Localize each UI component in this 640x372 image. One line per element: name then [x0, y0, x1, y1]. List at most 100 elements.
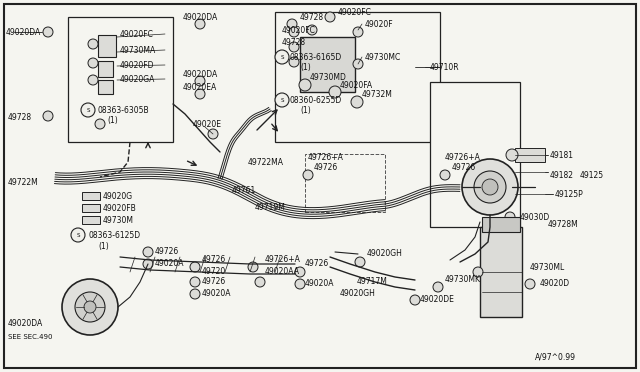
Circle shape	[329, 86, 341, 98]
Bar	[82, 204, 100, 212]
Text: 49719M: 49719M	[255, 202, 286, 212]
Circle shape	[190, 289, 200, 299]
Circle shape	[43, 27, 53, 37]
Bar	[305, 154, 385, 212]
Circle shape	[506, 149, 518, 161]
Text: 49020DA: 49020DA	[8, 320, 44, 328]
Circle shape	[75, 292, 105, 322]
Text: 49020DA: 49020DA	[183, 13, 218, 22]
Text: 49020DE: 49020DE	[420, 295, 455, 305]
Text: 08360-6255D: 08360-6255D	[290, 96, 342, 105]
Text: 49730MK: 49730MK	[445, 275, 481, 283]
Bar	[430, 82, 520, 227]
Circle shape	[190, 277, 200, 287]
Text: S: S	[280, 97, 284, 103]
Bar	[82, 216, 100, 224]
Bar	[98, 61, 113, 77]
Circle shape	[353, 59, 363, 69]
Text: 49020GA: 49020GA	[120, 74, 156, 83]
Text: 49020EA: 49020EA	[183, 83, 217, 92]
Text: (1): (1)	[98, 241, 109, 250]
Text: 49726: 49726	[202, 278, 227, 286]
Circle shape	[289, 57, 299, 67]
Text: 49020AA: 49020AA	[265, 267, 300, 276]
Text: 08363-6305B: 08363-6305B	[97, 106, 148, 115]
Circle shape	[143, 259, 153, 269]
Circle shape	[143, 247, 153, 257]
Circle shape	[255, 277, 265, 287]
Circle shape	[71, 228, 85, 242]
Text: 49030D: 49030D	[520, 212, 550, 221]
Bar	[480, 227, 522, 317]
Text: A/97^0.99: A/97^0.99	[535, 353, 576, 362]
Text: 49726: 49726	[452, 163, 476, 171]
Bar	[68, 17, 173, 142]
Text: 49020FA: 49020FA	[340, 80, 373, 90]
Text: 49726+A: 49726+A	[445, 153, 481, 161]
Text: 49125: 49125	[580, 170, 604, 180]
Circle shape	[287, 19, 297, 29]
Bar	[515, 148, 545, 162]
Text: 49020GH: 49020GH	[340, 289, 376, 298]
Text: 49730MA: 49730MA	[120, 45, 156, 55]
Circle shape	[307, 25, 317, 35]
Text: 49020E: 49020E	[193, 119, 222, 128]
Text: 49020DA: 49020DA	[183, 70, 218, 78]
Text: 49726: 49726	[202, 256, 227, 264]
Text: 49726+A: 49726+A	[308, 153, 344, 161]
Circle shape	[440, 170, 450, 180]
Circle shape	[190, 262, 200, 272]
Text: 49020A: 49020A	[155, 260, 184, 269]
Text: 49125P: 49125P	[555, 189, 584, 199]
Text: 49728M: 49728M	[548, 219, 579, 228]
Text: 49732M: 49732M	[362, 90, 393, 99]
Circle shape	[88, 39, 98, 49]
Text: 49020F: 49020F	[365, 19, 394, 29]
Circle shape	[303, 170, 313, 180]
Text: 49720: 49720	[202, 267, 227, 276]
Text: 49730M: 49730M	[103, 215, 134, 224]
Circle shape	[505, 212, 515, 222]
Text: 49728: 49728	[8, 112, 32, 122]
Circle shape	[195, 89, 205, 99]
Text: 49728: 49728	[300, 13, 324, 22]
Circle shape	[295, 267, 305, 277]
Text: (1): (1)	[300, 106, 311, 115]
Circle shape	[43, 111, 53, 121]
Text: 49020D: 49020D	[540, 279, 570, 289]
Text: 49726: 49726	[155, 247, 179, 257]
Text: 49020A: 49020A	[202, 289, 232, 298]
Circle shape	[275, 93, 289, 107]
Bar	[98, 80, 113, 94]
Text: (1): (1)	[107, 115, 118, 125]
Circle shape	[84, 301, 96, 313]
Text: 49728: 49728	[282, 38, 306, 46]
Circle shape	[295, 279, 305, 289]
Circle shape	[95, 119, 105, 129]
Circle shape	[208, 129, 218, 139]
Text: 49730MD: 49730MD	[310, 73, 347, 81]
Text: 49710R: 49710R	[430, 62, 460, 71]
Circle shape	[88, 75, 98, 85]
Circle shape	[353, 27, 363, 37]
Circle shape	[88, 58, 98, 68]
Circle shape	[325, 12, 335, 22]
Text: 08363-6125D: 08363-6125D	[88, 231, 140, 240]
Bar	[482, 217, 520, 232]
Text: SEE SEC.490: SEE SEC.490	[8, 334, 52, 340]
Circle shape	[275, 50, 289, 64]
Text: 49020A: 49020A	[305, 279, 335, 289]
Text: 49020FB: 49020FB	[103, 203, 137, 212]
Circle shape	[195, 19, 205, 29]
Text: 08363-6165D: 08363-6165D	[290, 52, 342, 61]
Text: 49730MC: 49730MC	[365, 52, 401, 61]
Circle shape	[462, 159, 518, 215]
Circle shape	[195, 76, 205, 86]
Text: 49717M: 49717M	[357, 278, 388, 286]
Text: 49722MA: 49722MA	[248, 157, 284, 167]
Text: 49730ML: 49730ML	[530, 263, 565, 272]
Text: 49020FD: 49020FD	[120, 61, 154, 70]
Text: S: S	[280, 55, 284, 60]
Text: 49726: 49726	[305, 260, 329, 269]
Circle shape	[482, 179, 498, 195]
